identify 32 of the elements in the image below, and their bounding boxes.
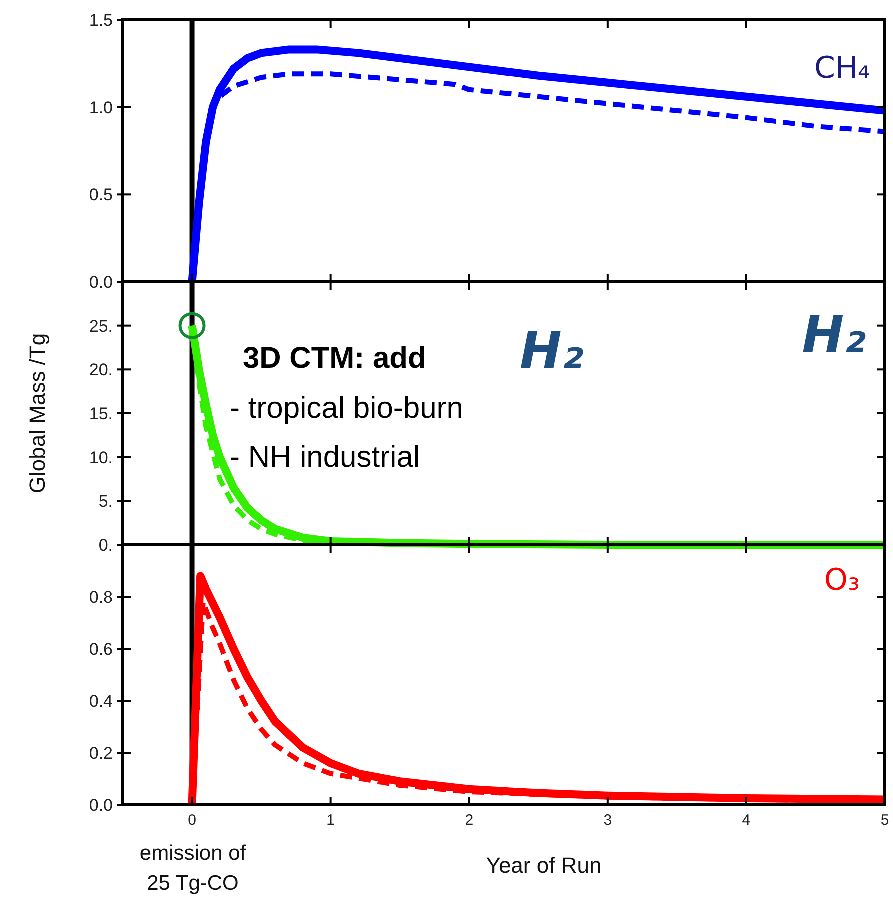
y-tick-label: 0. bbox=[98, 536, 113, 555]
text: 25 Tg-CO bbox=[147, 872, 239, 895]
y-tick-label: 0.0 bbox=[89, 272, 113, 292]
annotation: H₂ bbox=[520, 322, 584, 380]
y-tick-label: 1.5 bbox=[89, 10, 113, 30]
y-tick-label: 15. bbox=[89, 404, 113, 424]
y-tick-label: 20. bbox=[89, 360, 113, 380]
annotation: - NH industrial bbox=[230, 441, 420, 474]
x-tick-label: 4 bbox=[742, 812, 751, 829]
annotation: 3D CTM: add bbox=[243, 342, 426, 375]
x-tick-label: 2 bbox=[465, 812, 474, 829]
x-axis-title: Year of Run bbox=[486, 853, 602, 878]
y-axis-title: Global Mass /Tg bbox=[25, 333, 50, 494]
x-tick-label: 0 bbox=[188, 812, 196, 829]
y-tick-label: 0.8 bbox=[89, 588, 113, 607]
annotation: H₂ bbox=[802, 306, 866, 364]
y-tick-label: 10. bbox=[89, 448, 113, 468]
annotation: O₃ bbox=[824, 563, 860, 598]
y-tick-label: 5. bbox=[98, 492, 113, 512]
annotation: CH₄ bbox=[814, 51, 870, 86]
y-tick-label: 0.0 bbox=[89, 796, 113, 815]
y-tick-label: 25. bbox=[89, 316, 113, 336]
y-tick-label: 0.6 bbox=[89, 640, 113, 659]
x-tick-label: 5 bbox=[880, 812, 890, 829]
annotation: - tropical bio-burn bbox=[230, 392, 464, 425]
y-tick-label: 0.4 bbox=[89, 692, 113, 711]
y-tick-label: 0.2 bbox=[89, 744, 113, 763]
y-tick-label: 1.0 bbox=[89, 98, 113, 118]
x-tick-label: 1 bbox=[326, 812, 335, 829]
text: emission of bbox=[140, 842, 246, 865]
y-tick-label: 0.5 bbox=[89, 186, 113, 205]
x-tick-label: 3 bbox=[604, 812, 612, 829]
